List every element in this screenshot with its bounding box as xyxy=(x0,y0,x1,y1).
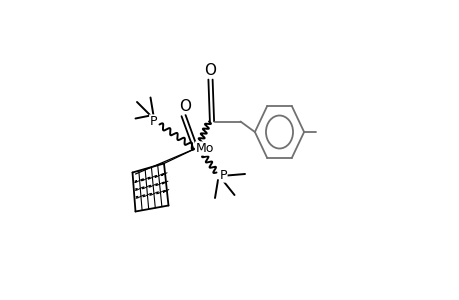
Text: P: P xyxy=(150,115,157,128)
Text: Mo: Mo xyxy=(195,142,213,155)
Text: O: O xyxy=(179,99,190,114)
Text: O: O xyxy=(204,63,216,78)
Text: P: P xyxy=(219,169,226,182)
